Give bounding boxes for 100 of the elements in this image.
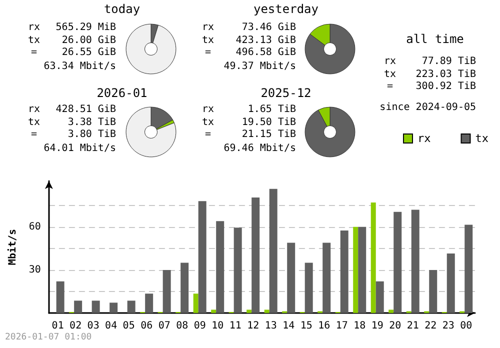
bar xyxy=(429,270,438,313)
x-tick-label: 16 xyxy=(318,320,330,332)
text: 73.46 GiB xyxy=(240,22,296,33)
text: rx xyxy=(382,56,398,67)
x-tick-label: 14 xyxy=(282,320,295,332)
x-tick-label: 02 xyxy=(70,320,82,332)
x-tick-label: 17 xyxy=(336,320,348,332)
text: 496.58 GiB xyxy=(234,47,296,58)
bar xyxy=(180,262,189,313)
bar xyxy=(376,281,384,313)
y-tick-label: 30 xyxy=(28,264,41,276)
text: tx xyxy=(26,116,42,128)
text: 428.51 GiB xyxy=(54,104,116,115)
legend-label: tx xyxy=(475,132,489,145)
x-tick-label: 19 xyxy=(371,320,384,332)
y-tick-label: 60 xyxy=(28,221,41,232)
text: 2026-01-07 01:00 xyxy=(5,332,92,342)
x-tick-label: 05 xyxy=(122,320,135,332)
bar xyxy=(110,302,118,313)
text: tx xyxy=(382,68,398,80)
bar xyxy=(446,253,455,313)
bar xyxy=(198,201,206,313)
bar xyxy=(322,242,331,313)
x-tick-label: 12 xyxy=(247,320,260,332)
text: rx xyxy=(200,104,216,115)
text: = xyxy=(204,47,212,58)
bar xyxy=(411,210,420,313)
x-tick-label: 15 xyxy=(300,320,312,332)
x-tick-label: 04 xyxy=(105,320,118,332)
text: 26.00 GiB xyxy=(60,34,116,46)
text: = xyxy=(204,129,212,140)
bar xyxy=(304,262,313,313)
text: 300.92 TiB xyxy=(414,81,476,92)
x-tick-label: 22 xyxy=(424,320,437,332)
x-tick-label: 06 xyxy=(140,320,153,332)
x-tick-label: 11 xyxy=(229,320,242,332)
text: = xyxy=(386,81,394,92)
bar xyxy=(92,300,100,313)
bar xyxy=(287,242,296,313)
text: 26.55 GiB xyxy=(60,47,116,58)
x-tick-label: 13 xyxy=(264,320,277,332)
chart-title: 2026-01 xyxy=(96,86,148,100)
text: 1.65 TiB xyxy=(246,104,296,115)
text: 49.37 Mbit/s xyxy=(222,60,296,72)
text: 423.13 GiB xyxy=(234,34,296,46)
x-tick-label: 23 xyxy=(442,320,454,332)
bar xyxy=(388,310,394,313)
text: 223.03 TiB xyxy=(414,68,476,80)
text: 3.80 TiB xyxy=(66,129,116,140)
text: 64.01 Mbit/s xyxy=(42,142,116,154)
text: all time xyxy=(405,32,465,46)
chart-title: 2025-12 xyxy=(260,86,312,100)
bar xyxy=(216,221,224,313)
bar xyxy=(353,226,358,313)
bar xyxy=(211,310,216,313)
text: = xyxy=(30,47,38,58)
x-tick-label: 07 xyxy=(158,320,170,332)
x-tick-label: 03 xyxy=(87,320,100,332)
text: rx xyxy=(200,22,216,33)
bar xyxy=(162,270,171,313)
bar xyxy=(56,281,64,313)
bar xyxy=(394,212,402,313)
bar xyxy=(370,202,376,313)
bar xyxy=(193,294,198,313)
text: tx xyxy=(200,116,216,128)
x-tick-label: 20 xyxy=(389,320,402,332)
x-tick-label: 00 xyxy=(460,320,472,332)
bar xyxy=(264,310,270,313)
text: 63.34 Mbit/s xyxy=(42,60,116,72)
chart-title: today xyxy=(102,2,142,16)
text: rx xyxy=(26,104,42,115)
bar xyxy=(127,300,136,313)
y-axis-title: Mbit/s xyxy=(6,228,18,266)
text: tx xyxy=(26,34,42,46)
text: tx xyxy=(200,34,216,46)
bar xyxy=(269,188,278,313)
x-tick-label: 18 xyxy=(354,320,366,332)
text: 3.38 TiB xyxy=(66,116,116,128)
bar xyxy=(252,198,260,313)
bar xyxy=(234,228,242,313)
x-tick-label: 01 xyxy=(52,320,64,332)
text: 21.15 TiB xyxy=(240,129,296,140)
text: since 2024-09-05 xyxy=(378,102,476,112)
x-tick-label: 10 xyxy=(212,320,224,332)
bar xyxy=(74,300,82,313)
bar xyxy=(358,226,366,313)
text: 77.89 TiB xyxy=(420,56,476,67)
bar xyxy=(145,294,154,313)
text: 69.46 Mbit/s xyxy=(222,142,296,154)
text: = xyxy=(30,129,38,140)
text: 565.29 MiB xyxy=(54,22,116,33)
legend-label: rx xyxy=(418,132,432,145)
x-tick-label: 08 xyxy=(176,320,188,332)
x-tick-label: 09 xyxy=(194,320,206,332)
text: 19.50 TiB xyxy=(240,116,296,128)
chart-title: yesterday xyxy=(252,2,320,16)
x-tick-label: 21 xyxy=(406,320,419,332)
bar xyxy=(340,230,348,313)
bar xyxy=(246,310,252,313)
text: rx xyxy=(26,22,42,33)
